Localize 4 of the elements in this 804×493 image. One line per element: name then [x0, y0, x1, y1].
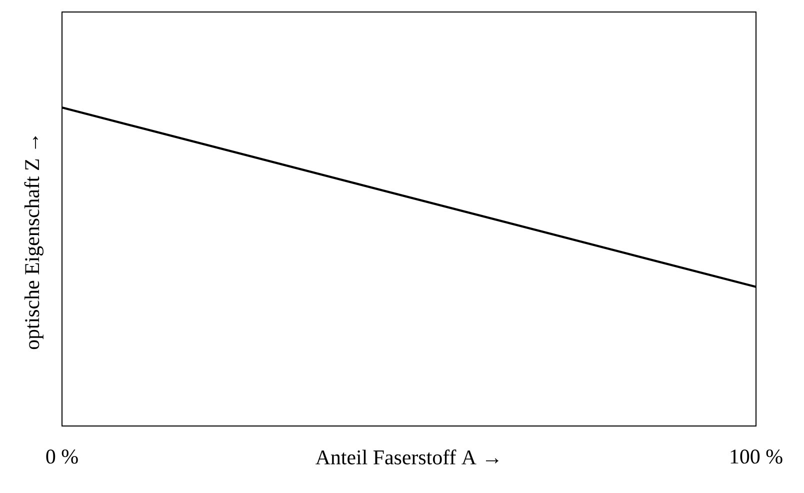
- x-axis-title: Anteil Faserstoff A →: [316, 450, 498, 464]
- x-tick-label: 0 %: [46, 450, 78, 464]
- y-axis-title: optische Eigenschaft Z →: [24, 136, 44, 350]
- x-tick-label: 100 %: [730, 450, 782, 464]
